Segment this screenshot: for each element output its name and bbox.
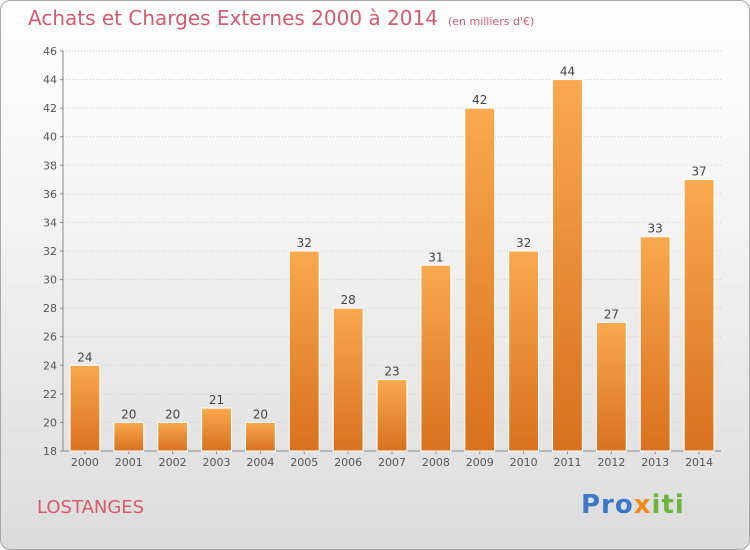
x-tick-label-2011: 2011: [553, 456, 581, 469]
y-tick-label: 24: [43, 359, 57, 372]
bar-2010: [508, 250, 540, 452]
bar-2006: [332, 307, 364, 452]
x-tick-label-2001: 2001: [115, 456, 143, 469]
data-labels: 24 20 20 21 20 32 28 23 31 42 32 44 27 33 37: [77, 65, 706, 422]
x-tick-label-2008: 2008: [422, 456, 450, 469]
place-name: LOSTANGES: [37, 497, 145, 518]
y-tick-label: 44: [43, 74, 57, 87]
data-label-2004: 20: [253, 407, 268, 421]
bar-2004: [244, 421, 276, 452]
axes: 18 20 22 24 26 28 30 32 34 36 38 40 42 44 46 2000 2001 20…: [43, 45, 721, 469]
y-tick-label: 38: [43, 159, 57, 172]
data-label-2014: 37: [691, 165, 706, 179]
chart-title: Achats et Charges Externes 2000 à 2014: [28, 6, 438, 30]
x-tick-label-2000: 2000: [71, 456, 99, 469]
data-label-2001: 20: [121, 407, 136, 421]
bar-2008: [420, 264, 452, 452]
bars: [69, 79, 715, 452]
data-label-2008: 31: [428, 250, 443, 264]
x-tick-label-2003: 2003: [203, 456, 231, 469]
x-tick-label-2014: 2014: [685, 456, 713, 469]
data-label-2009: 42: [472, 93, 487, 107]
data-label-2012: 27: [604, 307, 619, 321]
x-tick-label-2006: 2006: [334, 456, 362, 469]
x-tick-label-2012: 2012: [597, 456, 625, 469]
bar-2009: [464, 107, 496, 452]
bar-2002: [157, 421, 189, 452]
y-tick-label: 28: [43, 302, 57, 315]
y-tick-label: 36: [43, 188, 57, 201]
data-label-2007: 23: [384, 365, 399, 379]
bar-2001: [113, 421, 145, 452]
y-tick-label: 34: [43, 216, 57, 229]
y-tick-label: 46: [43, 45, 57, 58]
y-tick-label: 42: [43, 102, 57, 115]
data-label-2013: 33: [648, 222, 663, 236]
y-tick-label: 22: [43, 388, 57, 401]
x-tick-label-2002: 2002: [159, 456, 187, 469]
chart-subtitle: (en milliers d'€): [447, 15, 535, 28]
x-tick-label-2005: 2005: [290, 456, 318, 469]
y-tick-label: 26: [43, 331, 57, 344]
bar-2007: [376, 379, 408, 452]
bar-2014: [683, 179, 715, 452]
chart-title-block: Achats et Charges Externes 2000 à 2014 (e…: [28, 6, 534, 30]
y-tick-label: 30: [43, 274, 57, 287]
x-tick-label-2004: 2004: [246, 456, 274, 469]
data-label-2005: 32: [297, 236, 312, 250]
bar-2003: [201, 407, 232, 452]
data-label-2002: 20: [165, 407, 180, 421]
data-label-2010: 32: [516, 236, 531, 250]
data-label-2003: 21: [209, 393, 224, 407]
y-tick-label: 32: [43, 245, 57, 258]
x-tick-label-2007: 2007: [378, 456, 406, 469]
data-label-2006: 28: [340, 293, 355, 307]
y-tick-label: 20: [43, 416, 57, 429]
data-label-2000: 24: [77, 350, 92, 364]
bar-2005: [288, 250, 320, 452]
bar-2012: [595, 321, 627, 452]
y-tick-label: 18: [43, 445, 57, 458]
bar-2011: [552, 79, 583, 452]
y-tick-label: 40: [43, 131, 57, 144]
x-tick-label-2009: 2009: [466, 456, 494, 469]
proxiti-logo: Proxiti: [581, 490, 685, 520]
data-label-2011: 44: [560, 65, 575, 79]
x-tick-label-2010: 2010: [510, 456, 538, 469]
x-tick-label-2013: 2013: [641, 456, 669, 469]
bar-2000: [69, 364, 101, 452]
bar-2013: [639, 236, 671, 452]
